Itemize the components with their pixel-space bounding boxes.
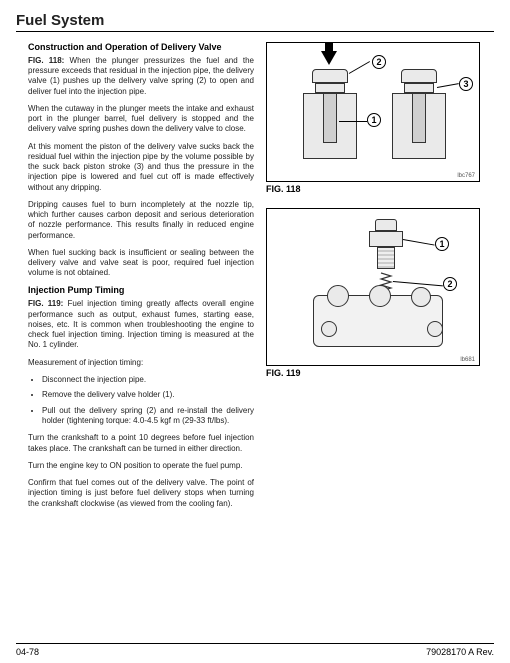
list-item: Remove the delivery valve holder (1). (42, 390, 254, 400)
s2-p4: Confirm that fuel comes out of the deliv… (28, 478, 254, 509)
valve-mid (315, 83, 345, 93)
pump-port-b (369, 285, 391, 307)
valve-stem (323, 93, 337, 143)
measurement-list: Disconnect the injection pipe. Remove th… (28, 375, 254, 427)
valve-mid-r (404, 83, 434, 93)
callout-1: 1 (435, 237, 449, 251)
list-item: Pull out the delivery spring (2) and re-… (42, 406, 254, 427)
measurement-label: Measurement of injection timing: (28, 358, 254, 368)
valve-top (312, 69, 348, 83)
arrow-down-icon (321, 51, 337, 65)
pump-port-c (411, 287, 431, 307)
s2-p3: Turn the engine key to ON position to op… (28, 461, 254, 471)
image-ref: lbc767 (457, 173, 475, 179)
figure-118: 2 1 3 lbc767 (266, 42, 480, 182)
fig118-label: FIG. 118 (266, 184, 494, 194)
valve-stem-r (412, 93, 426, 143)
leader-line (339, 121, 367, 122)
s1-p3: At this moment the piston of the deliver… (28, 142, 254, 193)
s1-p4: Dripping causes fuel to burn incompletel… (28, 200, 254, 241)
footer-page: 04-78 (16, 647, 39, 657)
leader-line (349, 61, 370, 74)
right-column: 2 1 3 lbc767 FIG. 118 (266, 42, 494, 516)
s1-p2: When the cutaway in the plunger meets th… (28, 104, 254, 135)
fig119-label: FIG. 119 (266, 368, 494, 378)
image-ref: lb681 (460, 357, 475, 363)
fig119-lead: FIG. 119: (28, 299, 63, 308)
pump-boss (321, 321, 337, 337)
figure-119: 1 2 lb681 (266, 208, 480, 366)
callout-2: 2 (372, 55, 386, 69)
callout-1: 1 (367, 113, 381, 127)
content: Construction and Operation of Delivery V… (16, 42, 494, 516)
s1-p1: FIG. 118: When the plunger pressurizes t… (28, 56, 254, 97)
section2-heading: Injection Pump Timing (28, 285, 254, 295)
s2-p1: FIG. 119: Fuel injection timing greatly … (28, 299, 254, 350)
pump-boss2 (427, 321, 443, 337)
pump-port-a (327, 285, 349, 307)
holder-threads (377, 247, 395, 269)
callout-3: 3 (459, 77, 473, 91)
leader-line (393, 281, 443, 286)
left-column: Construction and Operation of Delivery V… (16, 42, 254, 516)
holder-cap (375, 219, 397, 231)
page-title: Fuel System (16, 12, 494, 32)
fig118-lead: FIG. 118: (28, 56, 64, 65)
section1-heading: Construction and Operation of Delivery V… (28, 42, 254, 52)
list-item: Disconnect the injection pipe. (42, 375, 254, 385)
footer: 04-78 79028170 A Rev. (16, 643, 494, 657)
leader-line (403, 239, 435, 246)
s2-p2: Turn the crankshaft to a point 10 degree… (28, 433, 254, 453)
valve-top-r (401, 69, 437, 83)
holder-hex (369, 231, 403, 247)
s1-p5: When fuel sucking back is insufficient o… (28, 248, 254, 279)
footer-rev: 79028170 A Rev. (426, 647, 494, 657)
callout-2: 2 (443, 277, 457, 291)
leader-line (437, 83, 459, 88)
